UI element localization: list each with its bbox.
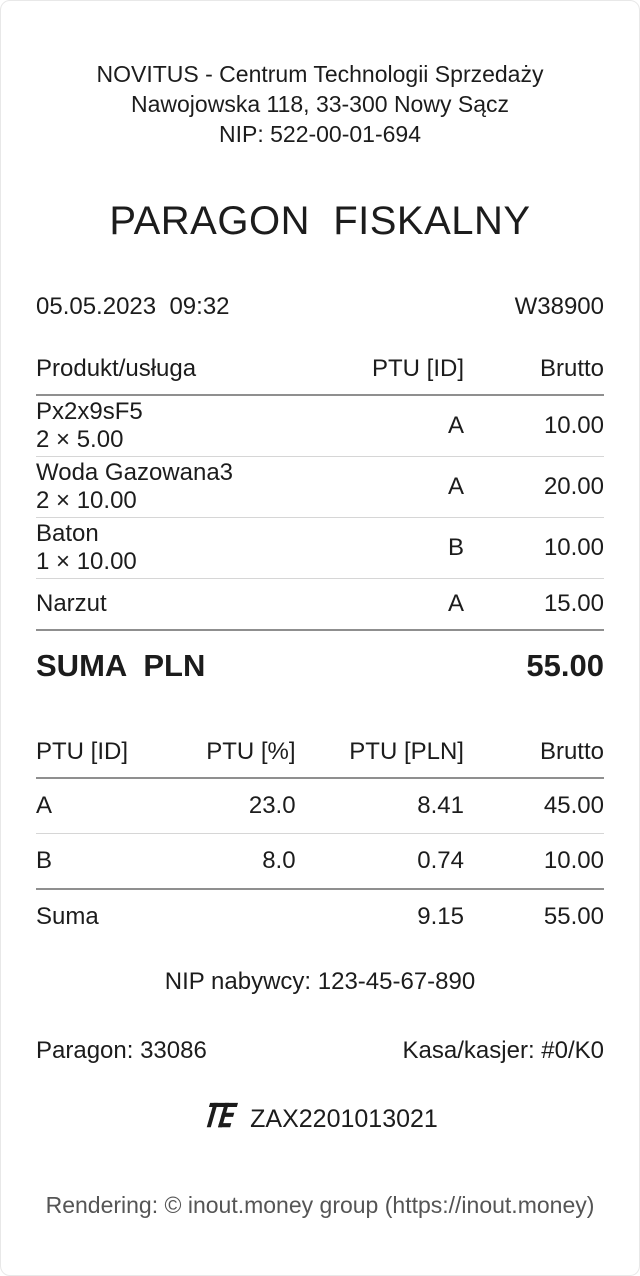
items-table-header: Produkt/usługa PTU [ID] Brutto [36,355,604,396]
fiscal-code: ZAX2201013021 [250,1105,438,1133]
tax-header-percent: PTU [%] [206,738,296,765]
item-price: 10.00 [543,534,604,561]
buyer-nip: NIP nabywcy: 123-45-67-890 [164,968,476,995]
item-ptu: A [447,412,464,439]
total-row: SUMA PLN 55.00 [36,631,604,702]
tax-summary-brutto: 55.00 [543,903,604,930]
tax-summary-pln: 9.15 [417,903,464,930]
items-header-ptu: PTU [ID] [371,355,464,382]
receipt-number: Paragon: 33086 [36,1037,207,1064]
item-qty: 1 × 10.00 [36,548,137,575]
item-price: 20.00 [543,473,604,500]
tax-id: A [36,792,53,819]
item-qty: 2 × 5.00 [36,426,124,453]
tax-percent: 23.0 [248,792,296,819]
item-name-qty: Px2x9sF5 2 × 5.00 [36,398,344,454]
tax-summary-row: Suma 9.15 55.00 [36,890,604,944]
merchant-nip: NIP: 522-00-01-694 [218,121,421,147]
items-header-brutto: Brutto [539,355,604,382]
item-name: Baton [36,520,99,547]
rendering-credit: Rendering: © inout.money group (https://… [45,1192,595,1218]
tax-percent: 8.0 [262,847,296,874]
transaction-datetime: 05.05.2023 09:32 [36,293,230,320]
tax-id: B [36,847,53,874]
merchant-name: NOVITUS - Centrum Technologii Sprzedaży [96,61,544,87]
table-row: Woda Gazowana3 2 × 10.00 A 20.00 [36,457,604,518]
tax-pln: 8.41 [417,792,464,819]
tax-summary-percent [166,903,296,931]
item-qty: 2 × 10.00 [36,487,137,514]
fiscal-logo-icon [202,1102,239,1136]
tax-pln: 0.74 [417,847,464,874]
tax-brutto: 45.00 [543,792,604,819]
tax-header-brutto: Brutto [539,738,604,765]
tax-header-pln: PTU [PLN] [349,738,464,765]
table-row: Baton 1 × 10.00 B 10.00 [36,518,604,579]
tax-header-id: PTU [ID] [36,738,129,765]
table-row: Px2x9sF5 2 × 5.00 A 10.00 [36,396,604,457]
item-price: 15.00 [543,590,604,617]
total-amount: 55.00 [526,648,604,683]
receipt-meta-row: Paragon: 33086 Kasa/kasjer: #0/K0 [36,1037,604,1065]
fiscal-row: ZAX2201013021 [36,1102,604,1136]
transaction-meta-row: 05.05.2023 09:32 W38900 [36,293,604,321]
receipt-title: PARAGON FISKALNY [109,199,531,243]
tax-row: A 23.0 8.41 45.00 [36,779,604,834]
item-name: Narzut [36,590,107,617]
item-name-qty: Baton 1 × 10.00 [36,520,344,576]
item-name: Woda Gazowana3 [36,459,234,486]
table-row: Narzut A 15.00 [36,579,604,631]
register-cashier: Kasa/kasjer: #0/K0 [402,1037,604,1064]
item-ptu: B [447,534,464,561]
item-ptu: A [447,590,464,617]
item-name: Px2x9sF5 [36,398,143,425]
tax-table-header: PTU [ID] PTU [%] PTU [PLN] Brutto [36,738,604,779]
total-label: SUMA PLN [36,648,206,683]
tax-summary-label: Suma [36,903,99,930]
item-name-qty: Woda Gazowana3 2 × 10.00 [36,459,344,515]
item-price: 10.00 [543,412,604,439]
tax-brutto: 10.00 [543,847,604,874]
items-header-product: Produkt/usługa [36,355,197,382]
merchant-block: NOVITUS - Centrum Technologii Sprzedaży … [36,59,604,149]
item-ptu: A [447,473,464,500]
merchant-address: Nawojowska 118, 33-300 Nowy Sącz [131,91,509,117]
document-number: W38900 [514,293,604,320]
tax-row: B 8.0 0.74 10.00 [36,834,604,890]
